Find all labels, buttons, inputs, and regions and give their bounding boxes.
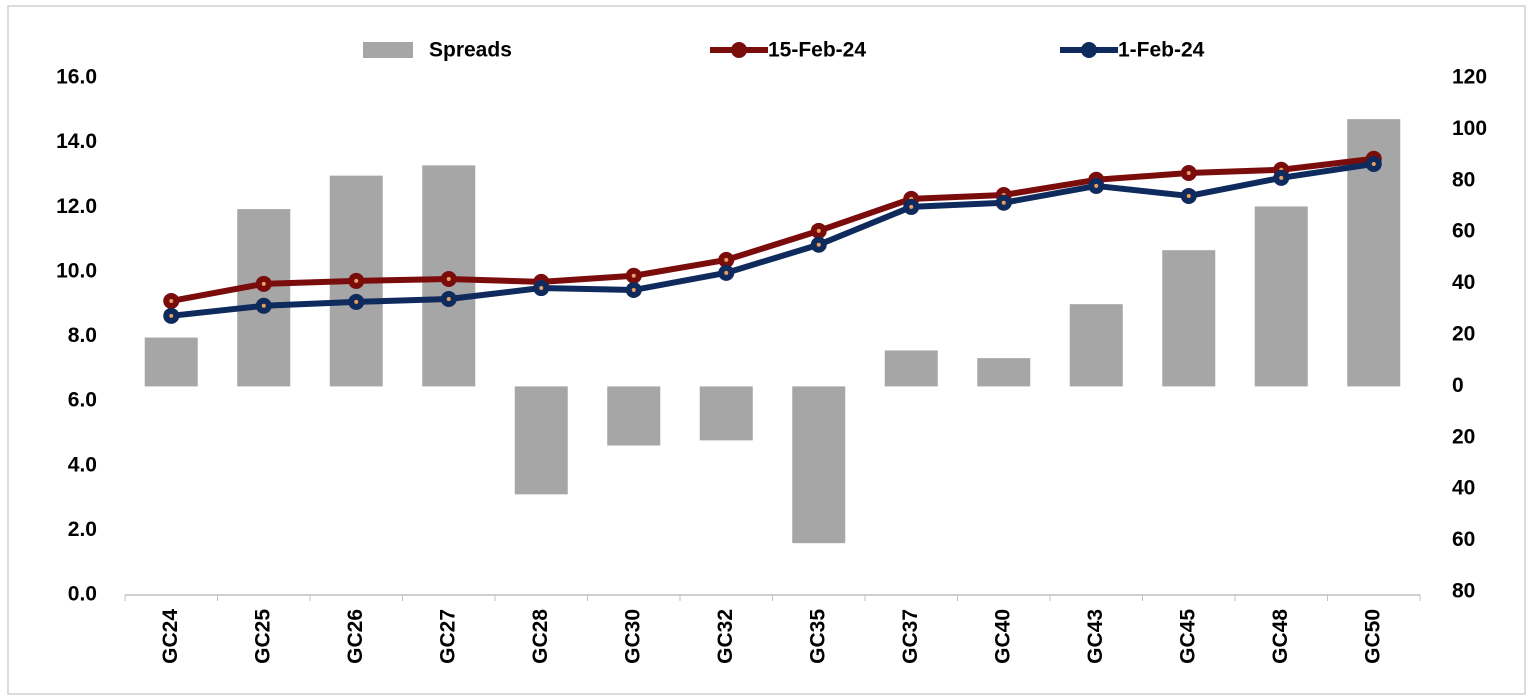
marker-center	[1186, 170, 1191, 175]
x-tick-label: GC35	[806, 609, 829, 664]
x-tick-label: GC48	[1269, 609, 1292, 664]
marker-center	[816, 242, 821, 247]
marker-center	[631, 273, 636, 278]
x-tick-label: GC27	[436, 609, 459, 664]
x-tick-label: GC37	[899, 609, 922, 664]
legend-swatch	[363, 42, 413, 58]
y2-tick-label: 40	[1452, 271, 1475, 294]
marker-center	[261, 281, 266, 286]
x-tick-label: GC45	[1176, 609, 1199, 664]
x-tick-label: GC32	[714, 609, 737, 664]
y-tick-label: 10.0	[56, 259, 97, 282]
bar	[1162, 250, 1216, 387]
legend-marker	[1081, 42, 1097, 58]
bar	[699, 386, 753, 441]
x-tick-label: GC50	[1361, 609, 1384, 664]
bar	[884, 350, 938, 387]
line	[170, 160, 1375, 319]
y-tick-label: 2.0	[68, 518, 97, 541]
legend-label: Spreads	[429, 39, 512, 62]
y2-tick-label: 120	[1452, 66, 1487, 89]
marker-center	[631, 287, 636, 292]
bar	[792, 386, 846, 544]
marker-center	[261, 303, 266, 308]
legend-label: 15-Feb-24	[768, 39, 866, 62]
marker-center	[724, 257, 729, 262]
x-tick-label: GC30	[621, 609, 644, 664]
marker-center	[446, 276, 451, 281]
marker-center	[1371, 161, 1376, 166]
y2-tick-label: 80	[1452, 580, 1475, 603]
y2-tick-label: 20	[1452, 425, 1475, 448]
y2-tick-label: 60	[1452, 220, 1475, 243]
y-tick-label: 12.0	[56, 195, 97, 218]
marker-center	[1279, 175, 1284, 180]
x-tick-label: GC25	[251, 609, 274, 664]
marker-center	[1001, 200, 1006, 205]
marker-center	[446, 297, 451, 302]
y-tick-label: 14.0	[56, 130, 97, 153]
marker-center	[354, 299, 359, 304]
y2-tick-label: 20	[1452, 323, 1475, 346]
marker-center	[816, 228, 821, 233]
y2-tick-label: 100	[1452, 117, 1487, 140]
bar	[514, 386, 568, 495]
marker-center	[1186, 193, 1191, 198]
line	[170, 155, 1375, 304]
x-tick-label: GC28	[529, 609, 552, 664]
bar	[1254, 206, 1308, 387]
marker-center	[539, 286, 544, 291]
y2-tick-label: 40	[1452, 477, 1475, 500]
x-tick-label: GC26	[344, 609, 367, 664]
y2-tick-label: 60	[1452, 528, 1475, 551]
y-tick-label: 16.0	[56, 66, 97, 89]
marker-center	[724, 270, 729, 275]
bar	[1069, 304, 1123, 387]
x-tick-label: GC24	[159, 609, 182, 664]
y-tick-label: 0.0	[68, 583, 97, 606]
marker-center	[1094, 183, 1099, 188]
x-tick-label: GC43	[1084, 609, 1107, 664]
bar	[607, 386, 661, 446]
legend-label: 1-Feb-24	[1118, 39, 1205, 62]
x-tick-label: GC40	[991, 609, 1014, 664]
bar	[977, 358, 1031, 387]
bar	[237, 209, 291, 387]
y-tick-label: 8.0	[68, 324, 97, 347]
marker-center	[169, 298, 174, 303]
legend-marker	[731, 42, 747, 58]
y2-tick-label: 80	[1452, 168, 1475, 191]
marker-center	[354, 278, 359, 283]
marker-center	[909, 204, 914, 209]
y-tick-label: 6.0	[68, 389, 97, 412]
y2-tick-label: 0	[1452, 374, 1464, 397]
bar	[144, 337, 198, 387]
marker-center	[169, 313, 174, 318]
y-tick-label: 4.0	[68, 453, 97, 476]
